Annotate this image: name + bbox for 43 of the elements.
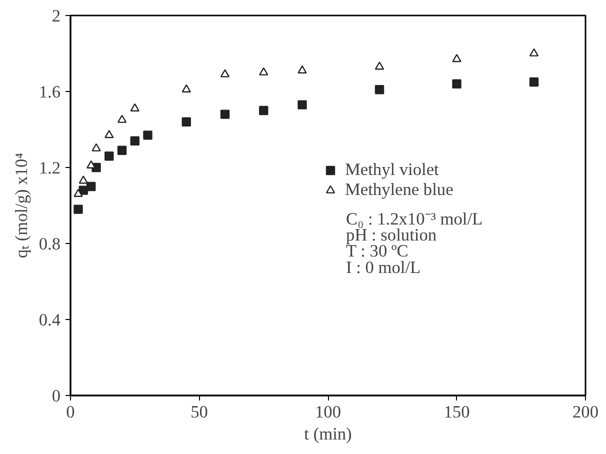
x-tick-label: 50 bbox=[190, 402, 208, 422]
point bbox=[220, 69, 230, 78]
point bbox=[74, 204, 83, 214]
point bbox=[298, 100, 307, 110]
point bbox=[374, 62, 384, 70]
point bbox=[374, 85, 384, 94]
point bbox=[529, 48, 539, 56]
point bbox=[104, 152, 114, 161]
point bbox=[298, 65, 307, 74]
point bbox=[182, 84, 191, 93]
x-tick-label: 0 bbox=[66, 402, 75, 422]
point bbox=[130, 136, 140, 146]
y-tick-label: 2 bbox=[52, 6, 61, 26]
y-tick-label: 0.8 bbox=[38, 234, 61, 254]
point bbox=[220, 110, 230, 119]
annotation: I : 0 mol/L bbox=[346, 258, 421, 277]
y-tick-label: 0 bbox=[52, 386, 61, 406]
x-tick-label: 200 bbox=[572, 402, 599, 422]
y-axis-title: qₜ (mol/g) x10⁴ bbox=[12, 152, 31, 258]
y-tick-label: 1.6 bbox=[38, 82, 61, 102]
x-axis-title: t (min) bbox=[304, 424, 352, 444]
y-tick-label: 0.4 bbox=[38, 310, 61, 330]
point bbox=[92, 143, 101, 152]
legend-label: Methyl violet bbox=[345, 160, 439, 180]
point bbox=[130, 103, 140, 112]
point bbox=[117, 114, 127, 123]
point bbox=[74, 188, 83, 198]
point bbox=[86, 182, 96, 192]
point bbox=[104, 130, 114, 138]
annotation: C₀ : 1.2x10⁻³ mol/L bbox=[346, 209, 483, 228]
point bbox=[529, 77, 539, 87]
point bbox=[78, 176, 88, 184]
point bbox=[259, 67, 268, 76]
x-tick-label: 100 bbox=[315, 402, 342, 422]
point bbox=[259, 106, 268, 116]
point bbox=[182, 117, 191, 126]
point bbox=[117, 146, 127, 155]
point bbox=[143, 130, 152, 140]
y-tick-label: 1.2 bbox=[38, 158, 61, 178]
point bbox=[452, 79, 462, 88]
x-tick-label: 150 bbox=[444, 402, 470, 422]
legend-label: Methylene blue bbox=[345, 180, 454, 200]
point bbox=[452, 54, 462, 62]
